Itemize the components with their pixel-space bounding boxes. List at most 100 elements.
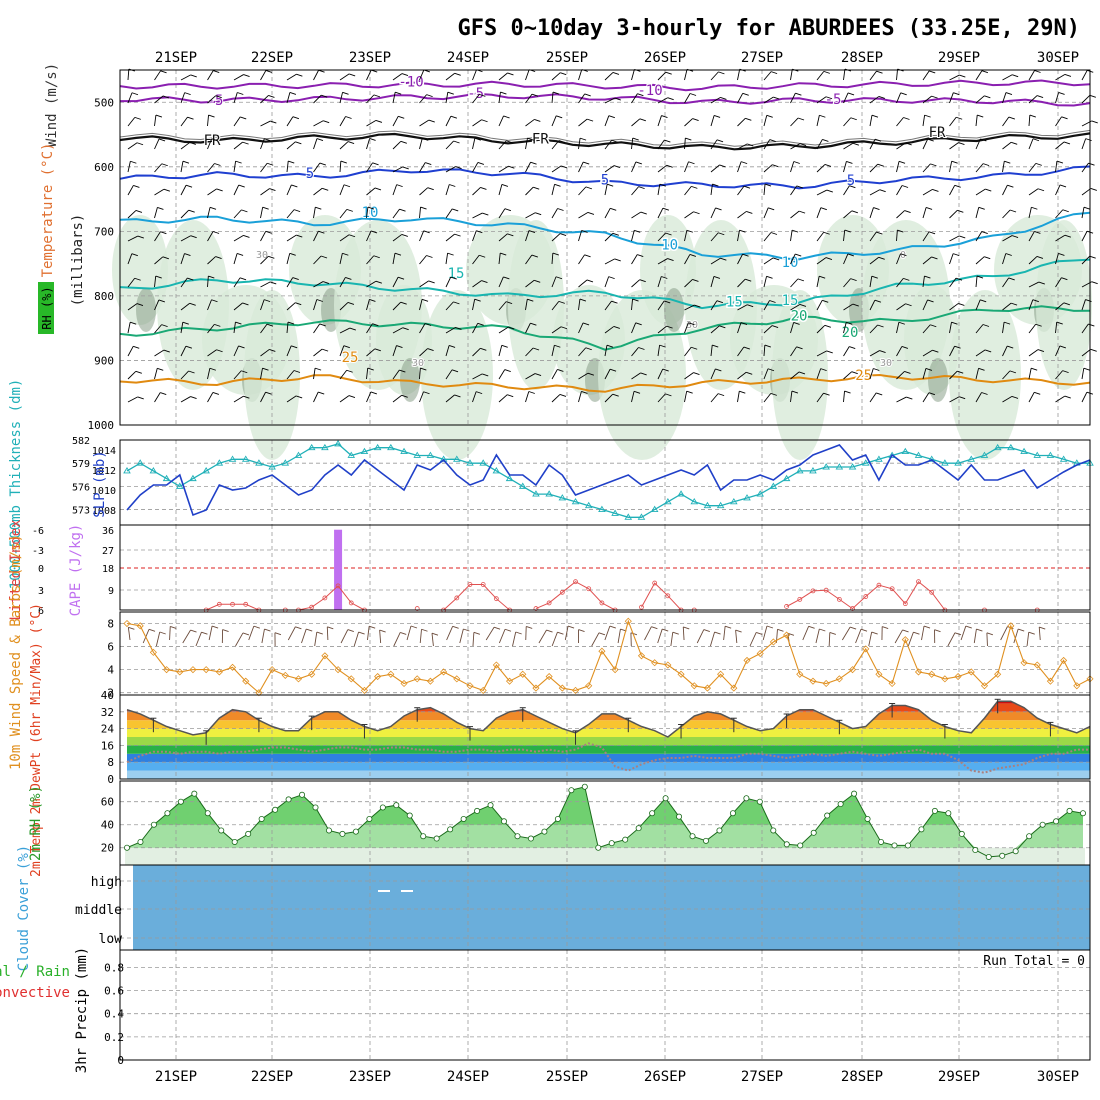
isotherm-label: 20 bbox=[791, 309, 808, 325]
wind-barb bbox=[1081, 70, 1088, 81]
wind-barb-flag bbox=[928, 231, 936, 235]
surface-wind-barb-flag bbox=[703, 629, 710, 632]
time-axes: 21SEP21SEP22SEP22SEP23SEP23SEP24SEP24SEP… bbox=[155, 50, 1079, 1085]
wind-barb bbox=[790, 322, 795, 334]
rh-marker bbox=[339, 830, 346, 837]
wind-barb-flag bbox=[980, 138, 987, 142]
wind-barb bbox=[286, 92, 291, 104]
wind-barb bbox=[1055, 277, 1062, 288]
rh-marker bbox=[729, 810, 736, 817]
wind-barb-flag bbox=[187, 116, 194, 120]
wind-speed-marker bbox=[281, 671, 289, 679]
surface-wind-barb-flag bbox=[473, 631, 481, 635]
li-marker bbox=[836, 596, 842, 602]
rh-marker bbox=[137, 838, 144, 845]
wind-barb-flag bbox=[480, 347, 487, 351]
thickness-marker bbox=[835, 463, 844, 470]
wind-barb bbox=[498, 276, 504, 288]
wind-barb bbox=[604, 208, 611, 219]
wind-barb-flag bbox=[607, 183, 614, 187]
slp-axis-label: SLP (mb) bbox=[92, 450, 108, 517]
wind-barb-flag bbox=[1035, 323, 1042, 327]
wind-barb-flag bbox=[897, 229, 904, 233]
wind-barb bbox=[286, 253, 291, 265]
wind-barb bbox=[392, 208, 400, 219]
wind-speed-marker bbox=[492, 661, 500, 669]
wind-barb bbox=[843, 391, 845, 403]
wind-barb-flag bbox=[1011, 141, 1018, 145]
wind-barb bbox=[949, 396, 960, 403]
wind-barb-flag bbox=[160, 70, 167, 74]
thickness-marker bbox=[861, 459, 870, 466]
wind-barb-flag bbox=[162, 256, 169, 260]
wind-barb bbox=[843, 371, 853, 380]
wind-barb bbox=[1002, 209, 1011, 219]
contour-label: 10 bbox=[362, 205, 379, 221]
wind-barb bbox=[949, 161, 953, 173]
wind-barb bbox=[339, 302, 349, 311]
wind-barb-flag bbox=[1031, 367, 1038, 371]
wind-barb-flag bbox=[343, 345, 350, 349]
wind-barb-flag bbox=[720, 96, 727, 100]
wind-barb bbox=[975, 188, 986, 196]
rh-marker bbox=[797, 842, 804, 849]
wind-barb-flag bbox=[924, 114, 931, 118]
date-label-top: 22SEP bbox=[251, 50, 293, 66]
contour-label: 30 bbox=[880, 358, 892, 369]
thickness-marker bbox=[136, 459, 144, 466]
wind-barb bbox=[684, 346, 692, 357]
wind-barb-flag bbox=[422, 137, 429, 141]
wind-barb-flag bbox=[584, 93, 591, 97]
wind-barb bbox=[313, 368, 316, 380]
wind-barb-flag bbox=[453, 140, 460, 144]
wind-barb-flag bbox=[924, 275, 931, 279]
slp-tick: 1014 bbox=[92, 446, 116, 457]
wind-barb bbox=[1002, 302, 1012, 311]
wind-barb-flag bbox=[851, 371, 858, 375]
wind-barb bbox=[816, 350, 827, 357]
wind-barb bbox=[631, 254, 638, 265]
surface-wind-barb-flag bbox=[724, 625, 732, 629]
li-marker bbox=[665, 593, 671, 599]
wind-barb bbox=[790, 161, 795, 173]
wind-speed-marker bbox=[703, 684, 712, 692]
wind-barb-flag bbox=[901, 185, 909, 188]
wind-barb bbox=[1002, 345, 1008, 357]
wind-barb-flag bbox=[795, 92, 802, 96]
wind-barb-flag bbox=[452, 208, 459, 212]
surface-wind-barb-flag bbox=[431, 632, 439, 636]
wind-barb-flag bbox=[187, 277, 194, 281]
wind-barb-flag bbox=[770, 232, 778, 235]
li-marker bbox=[797, 596, 803, 602]
wind-barb bbox=[578, 279, 588, 288]
thickness-tick: 576 bbox=[72, 482, 90, 493]
wind-speed-marker bbox=[1020, 659, 1028, 667]
wind-barb bbox=[366, 187, 376, 196]
thickness-marker bbox=[558, 494, 567, 501]
wind-barb bbox=[763, 115, 768, 127]
rh-marker bbox=[878, 838, 885, 845]
rh-marker bbox=[231, 838, 238, 845]
wind-barb bbox=[657, 276, 662, 288]
wind-barb-flag bbox=[612, 71, 620, 75]
wind-barb bbox=[498, 253, 501, 265]
wind-barb bbox=[366, 230, 372, 242]
wind-barb-flag bbox=[209, 206, 217, 210]
wind-speed-marker bbox=[954, 672, 962, 681]
wind-barb bbox=[578, 69, 583, 81]
wind-barb bbox=[392, 234, 403, 242]
wind-barb bbox=[578, 299, 581, 311]
wind-axis-label: 10m Wind Speed & Barbs (m/s) bbox=[8, 534, 24, 770]
wind-barb bbox=[419, 187, 429, 196]
wind-barb-flag bbox=[878, 256, 885, 260]
thickness-marker bbox=[875, 455, 883, 462]
wind-barb bbox=[975, 349, 986, 357]
wind-barb-flag bbox=[535, 212, 542, 216]
wind-barb bbox=[286, 370, 295, 380]
wind-speed-marker bbox=[901, 636, 909, 644]
wind-barb-flag bbox=[428, 119, 435, 123]
wind-barb-flag bbox=[262, 367, 269, 371]
wind-barb bbox=[631, 138, 634, 150]
wind-barb bbox=[631, 347, 639, 357]
li-tick: 0 bbox=[38, 564, 44, 575]
